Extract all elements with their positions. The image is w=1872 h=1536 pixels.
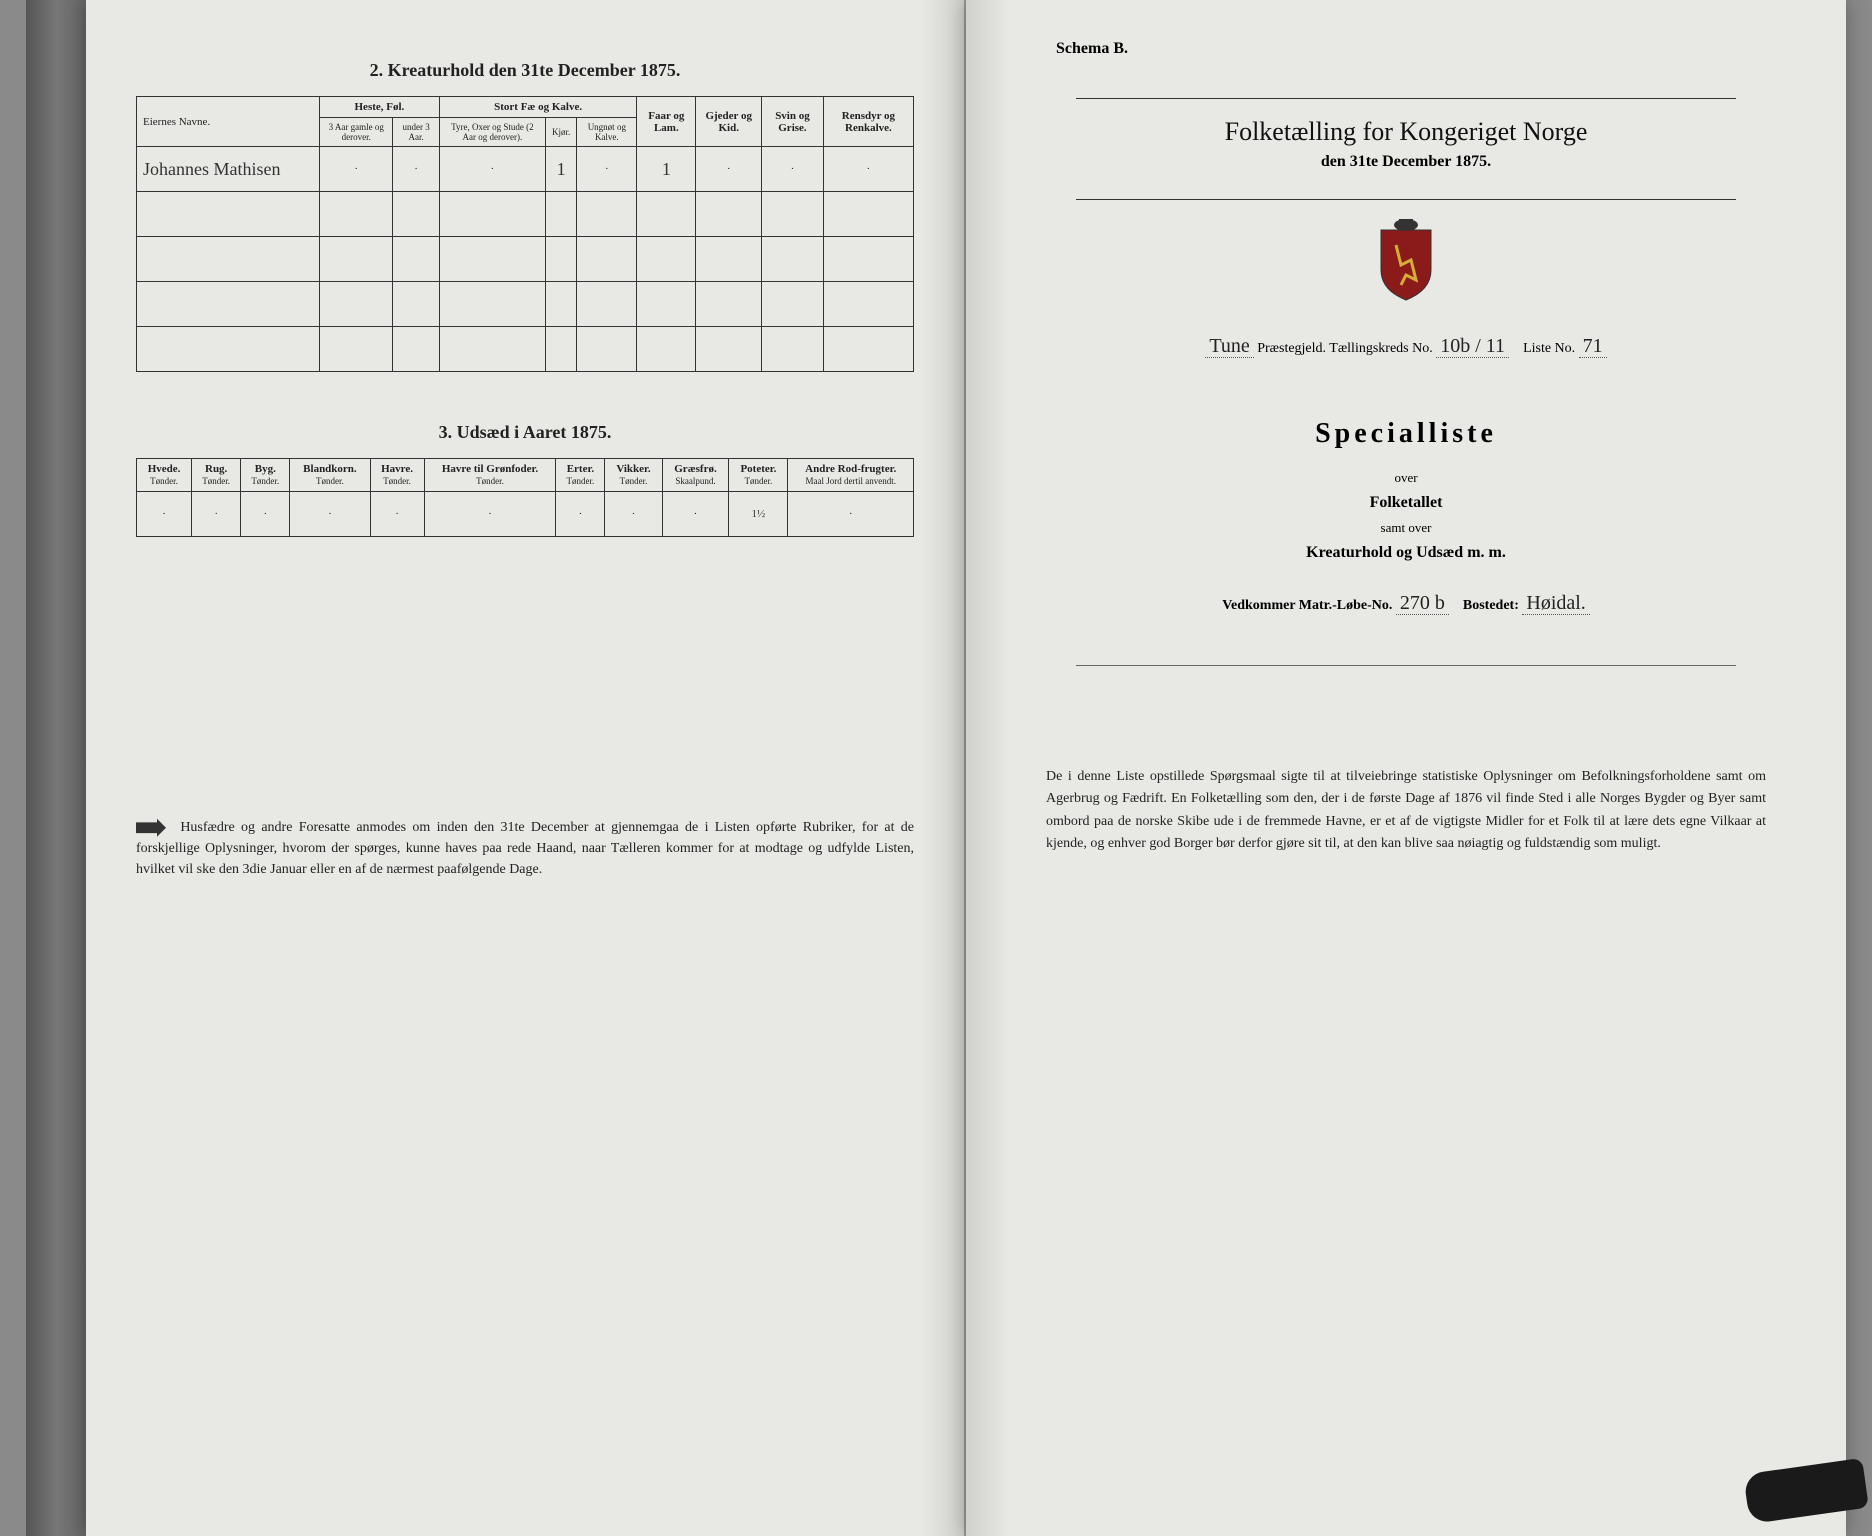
col-header: Blandkorn.Tønder.: [290, 459, 370, 492]
book-spread: 2. Kreaturhold den 31te December 1875. E…: [0, 0, 1872, 1536]
col-group: Heste, Føl.: [320, 97, 440, 118]
cell: 1: [545, 147, 576, 192]
sub-col: under 3 Aar.: [393, 118, 439, 147]
col-group: Gjeder og Kid.: [696, 97, 762, 147]
right-footnote: De i denne Liste opstillede Spørgsmaal s…: [1046, 766, 1766, 856]
section2-title: 2. Kreaturhold den 31te December 1875.: [136, 60, 914, 81]
field-label: Præstegjeld. Tællingskreds No.: [1257, 341, 1433, 356]
table-row: [137, 282, 914, 327]
seed-table: Hvede.Tønder. Rug.Tønder. Byg.Tønder. Bl…: [136, 458, 914, 537]
footnote-text: Husfædre og andre Foresatte anmodes om i…: [136, 820, 914, 877]
district-line: Tune Præstegjeld. Tællingskreds No. 10b …: [1016, 335, 1796, 358]
col-group: Rensdyr og Renkalve.: [823, 97, 913, 147]
coat-of-arms-icon: [1016, 215, 1796, 310]
cell: ·: [424, 492, 556, 537]
census-title: Folketælling for Kongeriget Norge: [1076, 117, 1736, 147]
left-footnote: Husfædre og andre Foresatte anmodes om i…: [136, 817, 914, 880]
kreatur-label: Kreaturhold og Udsæd m. m.: [1016, 544, 1796, 562]
sub-col: 3 Aar gamle og derover.: [320, 118, 393, 147]
table-row: [137, 327, 914, 372]
pointer-hand-icon: [136, 819, 166, 837]
sub-col: Ungnøt og Kalve.: [577, 118, 637, 147]
cell: ·: [762, 147, 824, 192]
sub-col: Kjør.: [545, 118, 576, 147]
right-page: Schema B. Folketælling for Kongeriget No…: [966, 0, 1846, 1536]
col-header: Rug.Tønder.: [192, 459, 241, 492]
owner-name: Johannes Mathisen: [137, 147, 320, 192]
owner-header: Eiernes Navne.: [137, 97, 320, 147]
sub-col: Tyre, Oxer og Stude (2 Aar og derover).: [439, 118, 545, 147]
cell: ·: [556, 492, 605, 537]
samt-label: samt over: [1016, 520, 1796, 536]
cell: ·: [290, 492, 370, 537]
bosted-line: Vedkommer Matr.-Løbe-No. 270 b Bostedet:…: [1016, 592, 1796, 615]
divider: [1076, 665, 1736, 666]
bosted-value: Høidal.: [1522, 592, 1589, 615]
bosted-label: Bostedet:: [1463, 598, 1519, 613]
census-date: den 31te December 1875.: [1076, 153, 1736, 171]
liste-value: 71: [1579, 335, 1607, 358]
col-header: Græsfrø.Skaalpund.: [662, 459, 729, 492]
schema-label: Schema B.: [1056, 40, 1796, 58]
table-row: · · · · · · · · · 1½ ·: [137, 492, 914, 537]
cell: ·: [823, 147, 913, 192]
section3-title: 3. Udsæd i Aaret 1875.: [136, 422, 914, 443]
col-group: Stort Fæ og Kalve.: [439, 97, 637, 118]
left-page: 2. Kreaturhold den 31te December 1875. E…: [86, 0, 966, 1536]
table-row: Johannes Mathisen · · · 1 · 1 · · ·: [137, 147, 914, 192]
cell: ·: [662, 492, 729, 537]
cell: ·: [788, 492, 914, 537]
folketallet-label: Folketallet: [1016, 494, 1796, 512]
over-label: over: [1016, 470, 1796, 486]
col-header: Erter.Tønder.: [556, 459, 605, 492]
cell: 1: [637, 147, 696, 192]
cell: ·: [577, 147, 637, 192]
table-row: [137, 192, 914, 237]
cell: ·: [605, 492, 662, 537]
col-header: Poteter.Tønder.: [729, 459, 788, 492]
vedk-label: Vedkommer Matr.-Løbe-No.: [1222, 598, 1392, 613]
col-group: Svin og Grise.: [762, 97, 824, 147]
col-group: Faar og Lam.: [637, 97, 696, 147]
page-clip-icon: [1743, 1458, 1869, 1524]
col-header: Byg.Tønder.: [241, 459, 290, 492]
prestegjeld-value: Tune: [1205, 335, 1253, 358]
kreds-value: 10b / 11: [1436, 335, 1509, 358]
table-row: [137, 237, 914, 282]
cell: ·: [696, 147, 762, 192]
cell: ·: [241, 492, 290, 537]
cell: ·: [137, 492, 192, 537]
cell: ·: [370, 492, 424, 537]
cell: ·: [192, 492, 241, 537]
col-header: Andre Rod-frugter.Maal Jord dertil anven…: [788, 459, 914, 492]
table-row: Hvede.Tønder. Rug.Tønder. Byg.Tønder. Bl…: [137, 459, 914, 492]
cell: 1½: [729, 492, 788, 537]
liste-label: Liste No.: [1523, 341, 1575, 356]
col-header: Havre til Grønfoder.Tønder.: [424, 459, 556, 492]
livestock-table: Eiernes Navne. Heste, Føl. Stort Fæ og K…: [136, 96, 914, 372]
col-header: Havre.Tønder.: [370, 459, 424, 492]
col-header: Vikker.Tønder.: [605, 459, 662, 492]
cell: ·: [439, 147, 545, 192]
cell: ·: [393, 147, 439, 192]
matr-value: 270 b: [1396, 592, 1449, 615]
title-rule-box: Folketælling for Kongeriget Norge den 31…: [1076, 98, 1736, 200]
cell: ·: [320, 147, 393, 192]
book-spine: [26, 0, 86, 1536]
specialliste-title: Specialliste: [1016, 418, 1796, 450]
col-header: Hvede.Tønder.: [137, 459, 192, 492]
